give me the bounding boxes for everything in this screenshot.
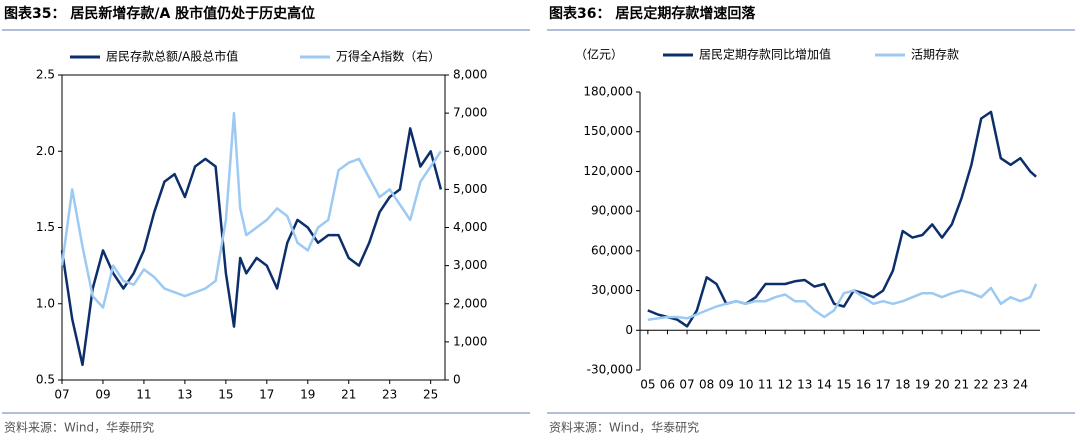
x-tick-label: 17 xyxy=(875,378,890,392)
y-tick-label: 0 xyxy=(625,323,633,337)
x-tick-label: 19 xyxy=(915,378,930,392)
x-tick-label: 23 xyxy=(382,388,397,402)
x-tick-label: 20 xyxy=(934,378,949,392)
x-tick-label: 07 xyxy=(54,388,69,402)
series-line xyxy=(647,110,1037,328)
x-tick-label: 19 xyxy=(300,388,315,402)
x-tick-label: 11 xyxy=(758,378,773,392)
x-tick-label: 15 xyxy=(836,378,851,392)
series-line xyxy=(60,111,442,309)
chart-title: 图表35： 居民新增存款/A 股市值仍处于历史高位 xyxy=(4,5,315,22)
y-tick-label: 30,000 xyxy=(591,283,633,297)
x-tick-label: 23 xyxy=(993,378,1008,392)
x-tick-label: 08 xyxy=(699,378,714,392)
x-tick-label: 05 xyxy=(640,378,655,392)
source: 资料来源：Wind，华泰研究 xyxy=(549,420,699,435)
x-tick-label: 18 xyxy=(895,378,910,392)
plot-frame xyxy=(61,74,446,381)
y2-tick-label: 3,000 xyxy=(453,258,487,272)
y-tick-label: 2.5 xyxy=(36,68,55,82)
legend-label: 活期存款 xyxy=(911,48,959,62)
x-tick-label: 21 xyxy=(954,378,969,392)
x-tick-label: 13 xyxy=(177,388,192,402)
y2-tick-label: 2,000 xyxy=(453,296,487,310)
x-tick-label: 21 xyxy=(341,388,356,402)
x-tick-label: 24 xyxy=(1013,378,1028,392)
x-tick-label: 10 xyxy=(738,378,753,392)
y2-tick-label: 1,000 xyxy=(453,334,487,348)
y2-tick-label: 4,000 xyxy=(453,220,487,234)
y2-tick-label: 7,000 xyxy=(453,106,487,120)
x-tick-label: 09 xyxy=(719,378,734,392)
chart-title: 图表36： 居民定期存款增速回落 xyxy=(549,5,756,22)
x-tick-label: 15 xyxy=(218,388,233,402)
x-tick-label: 25 xyxy=(423,388,438,402)
y-tick-label: 0.5 xyxy=(36,373,55,387)
y-tick-label: 120,000 xyxy=(583,164,633,178)
x-tick-label: 12 xyxy=(777,378,792,392)
y-tick-label: 60,000 xyxy=(591,243,633,257)
source: 资料来源：Wind，华泰研究 xyxy=(4,420,154,435)
x-tick-label: 13 xyxy=(797,378,812,392)
y-tick-label: 2.0 xyxy=(36,144,55,158)
y-tick-label: 1.0 xyxy=(36,296,55,310)
x-tick-label: 14 xyxy=(817,378,832,392)
legend-label: 居民定期存款同比增加值 xyxy=(699,47,831,62)
x-tick-label: 22 xyxy=(974,378,989,392)
x-tick-label: 06 xyxy=(660,378,675,392)
series-line xyxy=(647,283,1038,321)
y-tick-label: 180,000 xyxy=(583,85,633,99)
series-line xyxy=(60,127,443,367)
legend-label: 万得全A指数（右） xyxy=(336,49,440,64)
x-tick-label: 07 xyxy=(679,378,694,392)
y-tick-label: 90,000 xyxy=(591,204,633,218)
y-tick-label: -30,000 xyxy=(587,363,633,377)
y-unit: （亿元） xyxy=(575,47,623,62)
x-tick-label: 16 xyxy=(856,378,871,392)
y2-tick-label: 0 xyxy=(453,373,461,387)
x-tick-label: 11 xyxy=(136,388,151,402)
legend-label: 居民存款总额/A股总市值 xyxy=(106,49,238,64)
x-tick-label: 09 xyxy=(95,388,110,402)
y2-tick-label: 8,000 xyxy=(453,68,487,82)
y2-tick-label: 5,000 xyxy=(453,182,487,196)
x-tick-label: 17 xyxy=(259,388,274,402)
y2-tick-label: 6,000 xyxy=(453,144,487,158)
y-tick-label: 1.5 xyxy=(36,220,55,234)
y-tick-label: 150,000 xyxy=(583,124,633,138)
